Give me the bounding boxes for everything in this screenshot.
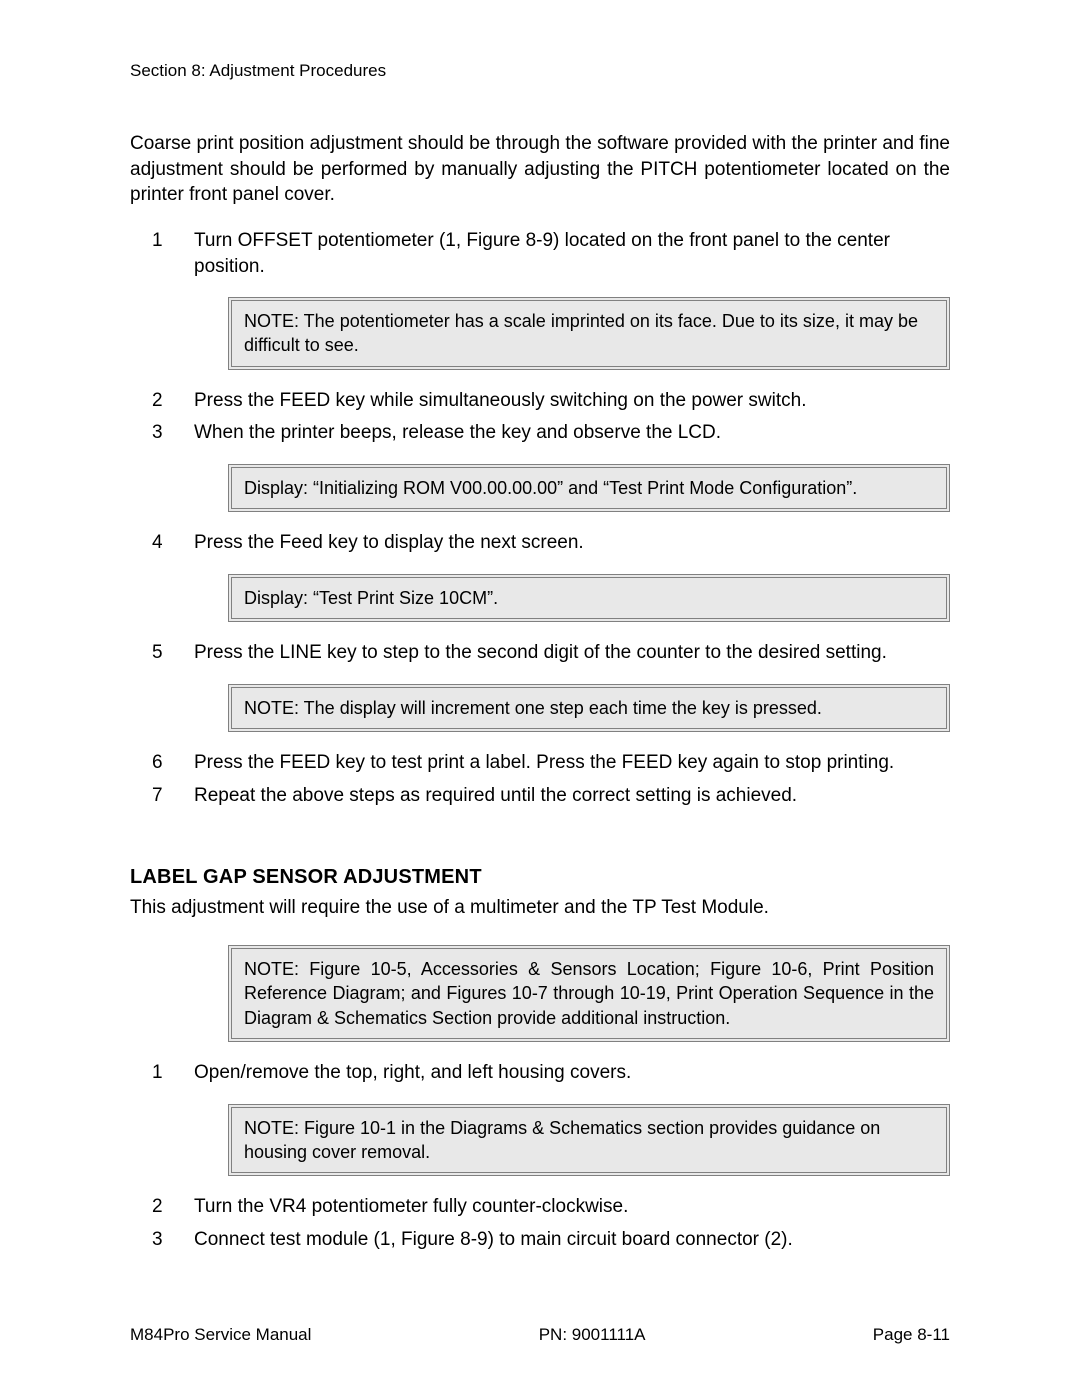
procedure-list-1: 5 Press the LINE key to step to the seco… <box>130 640 950 666</box>
note-box: Display: “Initializing ROM V00.00.00.00”… <box>228 464 950 512</box>
page-footer: M84Pro Service Manual PN: 9001111A Page … <box>130 1324 950 1347</box>
step-text: Open/remove the top, right, and left hou… <box>194 1060 950 1086</box>
step-item: 4 Press the Feed key to display the next… <box>152 530 950 556</box>
step-text: Connect test module (1, Figure 8-9) to m… <box>194 1227 950 1253</box>
step-item: 2 Turn the VR4 potentiometer fully count… <box>152 1194 950 1220</box>
step-number: 2 <box>152 388 194 414</box>
note-box: NOTE: The display will increment one ste… <box>228 684 950 732</box>
step-number: 1 <box>152 1060 194 1086</box>
step-item: 2 Press the FEED key while simultaneousl… <box>152 388 950 414</box>
procedure-list-2: 1 Open/remove the top, right, and left h… <box>130 1060 950 1086</box>
step-item: 1 Open/remove the top, right, and left h… <box>152 1060 950 1086</box>
footer-right: Page 8-11 <box>873 1324 950 1347</box>
intro-paragraph: Coarse print position adjustment should … <box>130 131 950 208</box>
procedure-list-2: 2 Turn the VR4 potentiometer fully count… <box>130 1194 950 1252</box>
step-item: 3 Connect test module (1, Figure 8-9) to… <box>152 1227 950 1253</box>
section-header: Section 8: Adjustment Procedures <box>130 60 950 83</box>
step-item: 7 Repeat the above steps as required unt… <box>152 783 950 809</box>
step-item: 3 When the printer beeps, release the ke… <box>152 420 950 446</box>
step-text: Turn the VR4 potentiometer fully counter… <box>194 1194 950 1220</box>
step-number: 1 <box>152 228 194 279</box>
step-number: 7 <box>152 783 194 809</box>
procedure-list-1: 1 Turn OFFSET potentiometer (1, Figure 8… <box>130 228 950 279</box>
step-text: Press the FEED key to test print a label… <box>194 750 950 776</box>
step-number: 3 <box>152 420 194 446</box>
note-box: NOTE: Figure 10-1 in the Diagrams & Sche… <box>228 1104 950 1177</box>
step-item: 5 Press the LINE key to step to the seco… <box>152 640 950 666</box>
note-box: Display: “Test Print Size 10CM”. <box>228 574 950 622</box>
step-item: 1 Turn OFFSET potentiometer (1, Figure 8… <box>152 228 950 279</box>
subheading-label-gap: LABEL GAP SENSOR ADJUSTMENT <box>130 864 950 891</box>
step-number: 4 <box>152 530 194 556</box>
step-text: Press the LINE key to step to the second… <box>194 640 950 666</box>
procedure-list-1: 2 Press the FEED key while simultaneousl… <box>130 388 950 446</box>
section2-intro: This adjustment will require the use of … <box>130 895 950 921</box>
footer-center: PN: 9001111A <box>539 1324 646 1347</box>
note-box: NOTE: The potentiometer has a scale impr… <box>228 297 950 370</box>
step-number: 6 <box>152 750 194 776</box>
footer-left: M84Pro Service Manual <box>130 1324 311 1347</box>
step-item: 6 Press the FEED key to test print a lab… <box>152 750 950 776</box>
note-box: NOTE: Figure 10-5, Accessories & Sensors… <box>228 945 950 1042</box>
step-text: Repeat the above steps as required until… <box>194 783 950 809</box>
step-number: 5 <box>152 640 194 666</box>
step-number: 3 <box>152 1227 194 1253</box>
step-text: Press the Feed key to display the next s… <box>194 530 950 556</box>
step-text: Turn OFFSET potentiometer (1, Figure 8-9… <box>194 228 950 279</box>
step-text: Press the FEED key while simultaneously … <box>194 388 950 414</box>
step-text: When the printer beeps, release the key … <box>194 420 950 446</box>
procedure-list-1: 6 Press the FEED key to test print a lab… <box>130 750 950 808</box>
procedure-list-1: 4 Press the Feed key to display the next… <box>130 530 950 556</box>
step-number: 2 <box>152 1194 194 1220</box>
